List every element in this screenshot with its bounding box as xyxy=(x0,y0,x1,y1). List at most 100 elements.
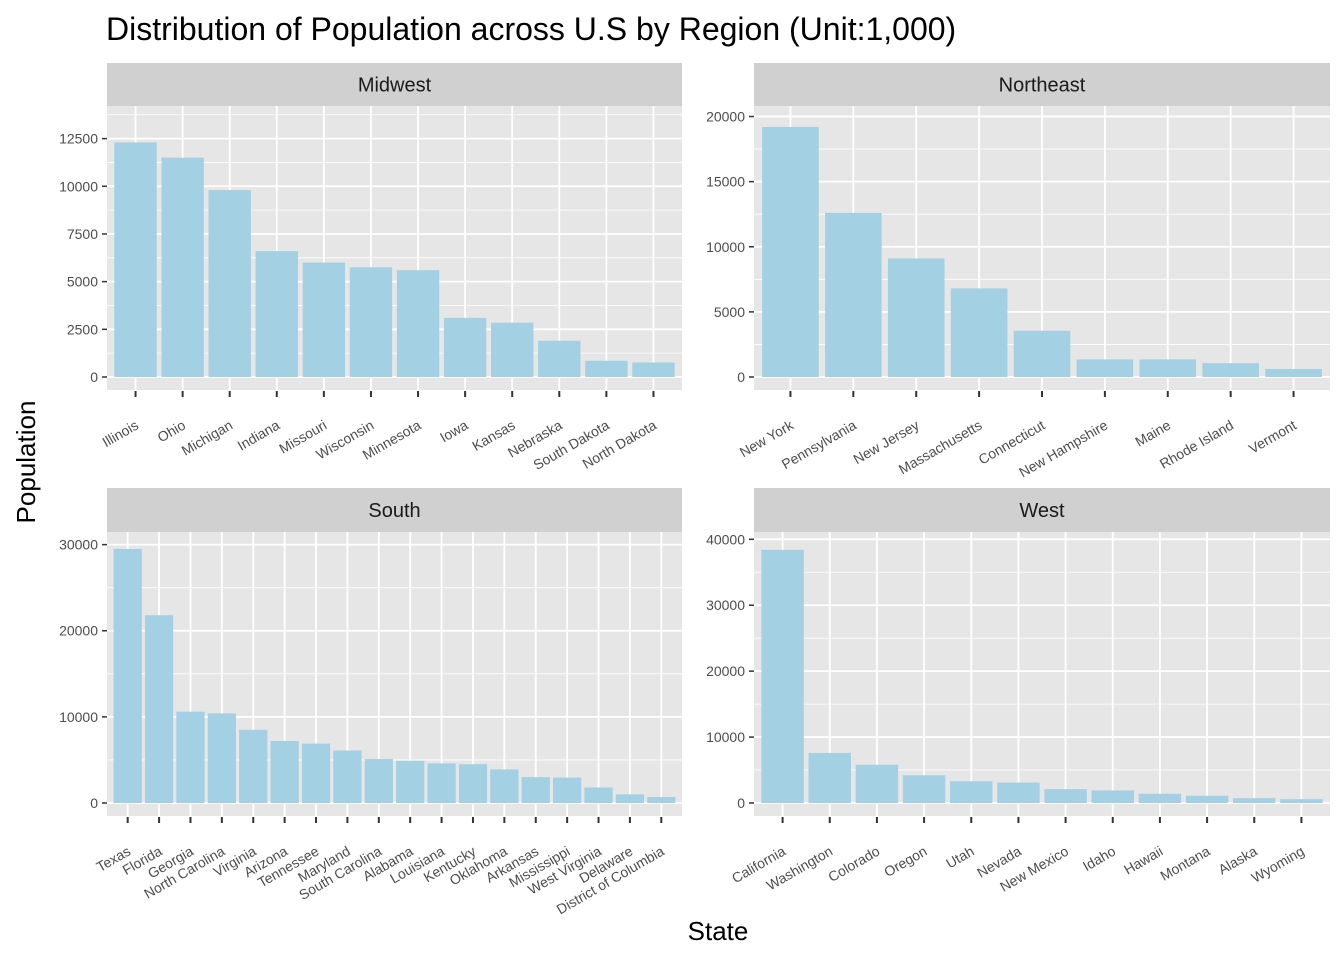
y-tick-label: 5000 xyxy=(67,274,98,290)
bar-montana xyxy=(1185,795,1229,803)
y-tick-label: 10000 xyxy=(706,729,745,745)
y-tick-label: 30000 xyxy=(706,597,745,613)
bar-west-virginia xyxy=(584,787,613,803)
bar-tennessee xyxy=(301,743,331,803)
y-tick-label: 20000 xyxy=(59,623,98,639)
bar-michigan xyxy=(208,190,251,377)
strip-background xyxy=(107,63,682,106)
strip-background xyxy=(107,488,682,532)
x-tick-label: Colorado xyxy=(825,843,882,885)
x-tick-label: Indiana xyxy=(235,417,283,454)
x-tick-label: Illinois xyxy=(99,417,141,450)
bar-rhode-island xyxy=(1202,363,1259,377)
bar-florida xyxy=(144,615,174,803)
bar-vermont xyxy=(1265,368,1322,377)
y-tick-label: 12500 xyxy=(59,131,98,147)
bar-colorado xyxy=(855,764,899,803)
y-tick-label: 0 xyxy=(737,795,745,811)
facet-west: West010000200003000040000CaliforniaWashi… xyxy=(706,488,1330,895)
bar-new-jersey xyxy=(887,258,945,377)
x-tick-label: Michigan xyxy=(179,417,236,459)
y-tick-label: 10000 xyxy=(59,178,98,194)
facet-label: Midwest xyxy=(358,75,432,97)
bar-texas xyxy=(113,548,142,803)
bar-wisconsin xyxy=(349,267,393,377)
bar-massachusetts xyxy=(950,288,1008,377)
bar-new-mexico xyxy=(1044,789,1087,803)
x-tick-label: Utah xyxy=(943,843,977,872)
bar-hawaii xyxy=(1138,793,1182,803)
bar-maine xyxy=(1139,359,1197,377)
bar-utah xyxy=(950,781,993,803)
y-tick-label: 0 xyxy=(90,795,98,811)
y-tick-label: 0 xyxy=(90,369,98,385)
bar-maryland xyxy=(333,750,362,803)
bar-district-of-columbia xyxy=(647,796,676,803)
x-tick-label: Wyoming xyxy=(1248,843,1306,886)
bar-alabama xyxy=(396,760,425,803)
strip-background xyxy=(754,488,1330,532)
bar-alaska xyxy=(1233,798,1276,803)
bar-illinois xyxy=(114,142,157,377)
bar-kentucky xyxy=(458,764,488,803)
bar-missouri xyxy=(302,262,346,377)
bar-south-carolina xyxy=(364,759,393,803)
bar-north-dakota xyxy=(632,362,675,377)
bar-connecticut xyxy=(1013,330,1071,377)
y-tick-label: 5000 xyxy=(714,304,745,320)
y-tick-label: 40000 xyxy=(706,531,745,547)
x-tick-label: Montana xyxy=(1157,843,1212,884)
bar-mississippi xyxy=(553,777,582,803)
y-tick-label: 20000 xyxy=(706,109,745,125)
bar-nevada xyxy=(997,782,1040,803)
x-axis-title: State xyxy=(688,916,749,946)
bar-arkansas xyxy=(521,777,550,803)
bar-pennsylvania xyxy=(825,212,882,377)
y-tick-label: 10000 xyxy=(59,709,98,725)
x-tick-label: Maine xyxy=(1132,417,1173,450)
bar-south-dakota xyxy=(585,360,628,377)
bar-new-york xyxy=(762,126,819,378)
strip-background xyxy=(754,63,1330,106)
bar-louisiana xyxy=(427,763,456,803)
bar-kansas xyxy=(491,322,534,377)
y-tick-label: 0 xyxy=(737,369,745,385)
y-tick-label: 30000 xyxy=(59,537,98,553)
x-tick-label: Iowa xyxy=(437,417,471,446)
bar-oklahoma xyxy=(490,769,519,803)
facet-label: South xyxy=(368,500,420,522)
bar-georgia xyxy=(176,711,205,803)
bar-virginia xyxy=(239,729,268,803)
bar-delaware xyxy=(615,794,645,803)
bar-new-hampshire xyxy=(1076,359,1134,377)
bar-iowa xyxy=(443,317,487,377)
y-axis-title: Population xyxy=(11,401,41,524)
chart-title: Distribution of Population across U.S by… xyxy=(106,11,956,47)
bar-north-carolina xyxy=(207,713,236,803)
bar-oregon xyxy=(902,775,946,803)
facet-label: West xyxy=(1019,500,1065,522)
x-tick-label: Vermont xyxy=(1246,417,1299,457)
bar-arizona xyxy=(270,740,299,803)
x-tick-label: Idaho xyxy=(1080,843,1119,874)
y-tick-label: 7500 xyxy=(67,226,98,242)
bar-wyoming xyxy=(1280,799,1323,803)
bar-minnesota xyxy=(396,270,440,377)
y-tick-label: 2500 xyxy=(67,321,98,337)
bar-nebraska xyxy=(538,340,581,377)
bar-indiana xyxy=(255,251,298,377)
y-tick-label: 10000 xyxy=(706,239,745,255)
facet-label: Northeast xyxy=(999,75,1086,97)
y-tick-label: 20000 xyxy=(706,663,745,679)
y-tick-label: 15000 xyxy=(706,174,745,190)
bar-california xyxy=(761,549,804,803)
bar-idaho xyxy=(1091,790,1134,803)
bar-ohio xyxy=(161,157,204,377)
bar-washington xyxy=(808,752,851,803)
facet-south: South0100002000030000TexasFloridaGeorgia… xyxy=(59,488,682,917)
x-tick-label: Oregon xyxy=(881,843,929,880)
